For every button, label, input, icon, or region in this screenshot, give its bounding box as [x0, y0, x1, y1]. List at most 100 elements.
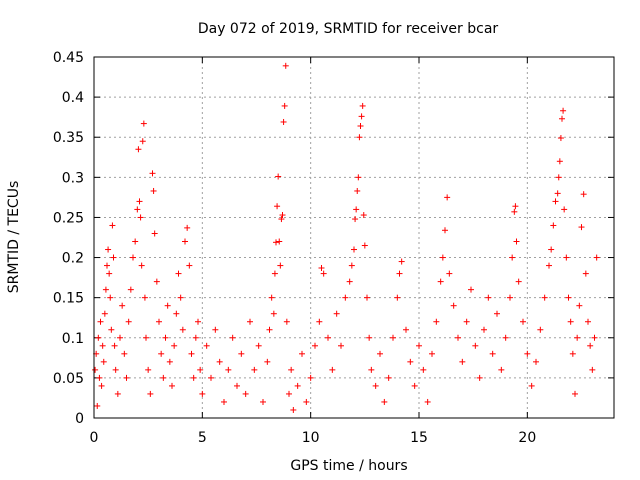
data-point — [112, 366, 119, 373]
data-point — [162, 334, 169, 341]
data-point — [541, 294, 548, 301]
data-point — [320, 270, 327, 277]
data-point — [255, 342, 262, 349]
y-tick-label: 0.35 — [53, 130, 84, 146]
data-point — [121, 350, 128, 357]
data-point — [280, 118, 287, 125]
data-point — [552, 198, 559, 205]
data-point — [511, 208, 518, 215]
data-point — [100, 358, 107, 365]
data-point — [127, 286, 134, 293]
data-point — [559, 115, 565, 122]
data-point — [455, 334, 461, 341]
data-point — [140, 120, 147, 127]
data-point — [171, 342, 178, 349]
data-point — [271, 270, 278, 277]
data-point — [96, 374, 103, 381]
data-point — [188, 350, 195, 357]
x-tick-label: 10 — [302, 430, 320, 446]
data-point — [580, 191, 587, 198]
data-point — [481, 326, 487, 333]
data-point — [366, 334, 373, 341]
data-point — [360, 212, 367, 219]
data-point — [242, 390, 249, 397]
data-point — [137, 214, 144, 221]
data-point — [358, 113, 365, 120]
data-point — [251, 366, 258, 373]
data-point — [275, 173, 282, 180]
data-point — [216, 358, 223, 365]
data-point — [437, 278, 444, 285]
data-point — [281, 102, 288, 109]
data-point — [104, 262, 110, 269]
data-point — [524, 350, 531, 357]
data-point — [274, 203, 281, 210]
data-point — [394, 294, 401, 301]
data-point — [94, 402, 101, 409]
data-point — [190, 374, 197, 381]
data-point — [197, 366, 204, 373]
data-point — [283, 318, 290, 325]
data-point — [234, 382, 240, 389]
x-tick-label: 15 — [410, 430, 428, 446]
data-point — [587, 342, 594, 349]
data-point — [278, 216, 285, 223]
data-point — [123, 374, 130, 381]
data-point — [476, 374, 483, 381]
data-point — [260, 398, 266, 405]
data-point — [145, 366, 152, 373]
data-point — [585, 318, 591, 325]
data-point — [182, 238, 188, 245]
data-point — [92, 366, 99, 373]
data-point — [537, 326, 544, 333]
data-point — [119, 302, 126, 309]
data-point — [342, 294, 349, 301]
data-point — [416, 342, 422, 349]
data-point — [560, 107, 567, 114]
data-point — [567, 318, 574, 325]
data-point — [548, 246, 555, 253]
data-point — [98, 382, 105, 389]
data-point — [138, 262, 145, 269]
data-point — [229, 334, 236, 341]
data-point — [346, 278, 353, 285]
data-point — [195, 318, 201, 325]
data-point — [352, 216, 359, 223]
data-point — [377, 350, 383, 357]
data-point — [225, 366, 232, 373]
data-point — [429, 350, 435, 357]
data-point — [107, 294, 114, 301]
data-point — [569, 350, 576, 357]
data-point — [153, 278, 160, 285]
data-point — [184, 224, 191, 231]
data-point — [149, 170, 156, 177]
y-axis-label: SRMTID / TECUs — [6, 181, 22, 294]
y-tick-label: 0.25 — [53, 210, 84, 226]
data-point — [442, 227, 448, 234]
y-tick-label: 0.45 — [53, 50, 84, 66]
data-point — [459, 358, 466, 365]
data-point — [139, 138, 146, 145]
x-tick-labels: 0 5 10 15 20 — [90, 430, 537, 446]
y-tick-label: 0.15 — [53, 291, 84, 307]
data-point — [276, 238, 283, 245]
data-point — [177, 294, 184, 301]
x-tick-label: 20 — [518, 430, 536, 446]
data-point — [101, 310, 108, 317]
data-point — [318, 264, 325, 271]
data-point — [411, 382, 418, 389]
data-point — [355, 174, 362, 181]
data-point — [593, 254, 600, 261]
data-point — [273, 239, 279, 246]
data-point — [359, 102, 366, 109]
data-point — [528, 382, 535, 389]
x-axis-label: GPS time / hours — [290, 458, 407, 474]
data-point — [160, 374, 167, 381]
data-point — [489, 350, 496, 357]
data-point — [509, 254, 516, 261]
data-point — [125, 318, 132, 325]
data-point — [578, 224, 585, 231]
data-point — [247, 318, 253, 325]
data-point — [333, 310, 340, 317]
